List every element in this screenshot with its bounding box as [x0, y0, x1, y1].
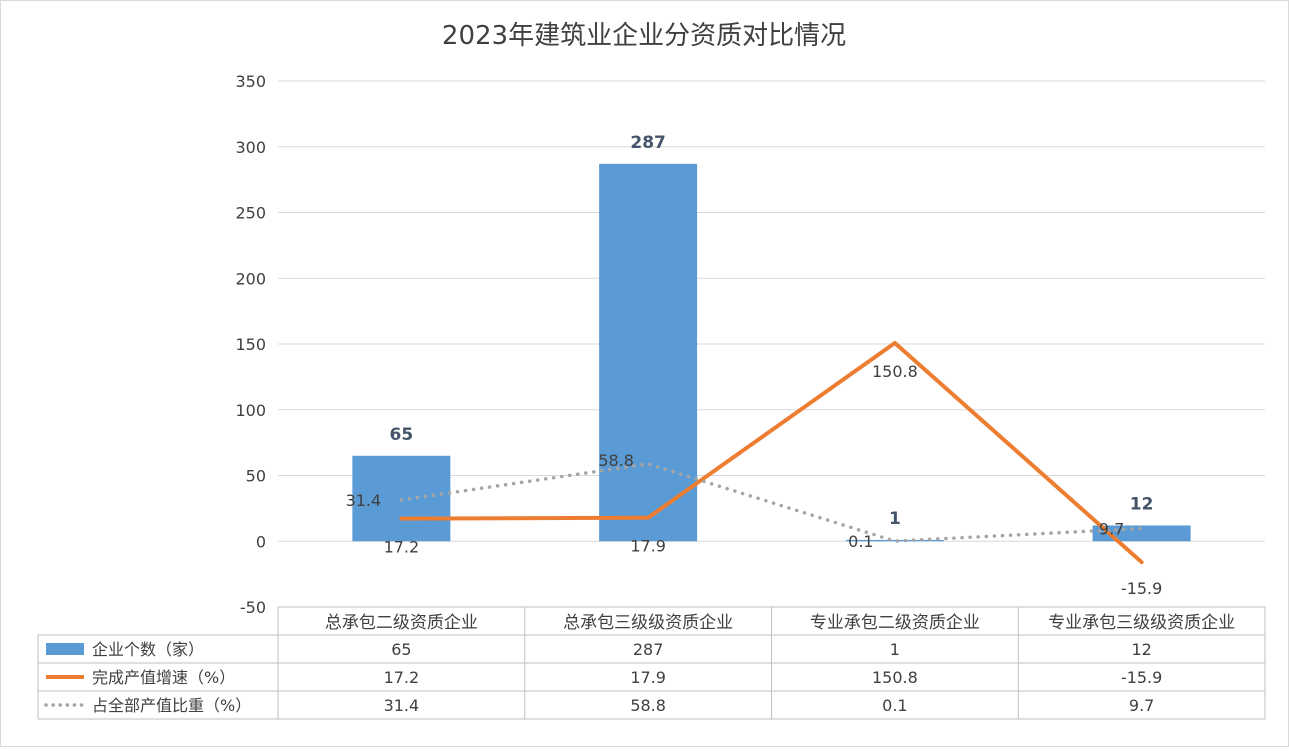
table-cell: 31.4 — [384, 696, 420, 715]
bar-data-label: 12 — [1130, 494, 1154, 514]
y-tick-label: -50 — [240, 598, 266, 617]
y-axis-ticks: -50 0 50 100 150 200 250 300 350 — [235, 72, 266, 617]
y-tick-label: 350 — [235, 72, 266, 91]
bar — [599, 163, 698, 542]
category-label: 总承包二级资质企业 — [325, 613, 478, 633]
table-cell: 150.8 — [872, 668, 918, 687]
bars — [352, 163, 1191, 542]
data-labels: 65 287 1 12 17.2 17.9 150.8 -15.9 31.4 58.8 0.1 9.7 — [346, 133, 1163, 598]
series-line — [399, 340, 1144, 565]
lines — [399, 340, 1144, 565]
category-label: 专业承包二级资质企业 — [810, 613, 980, 633]
table-cell: 9.7 — [1129, 696, 1154, 715]
legend-label: 占全部产值比重（%） — [92, 696, 251, 715]
y-tick-label: 50 — [246, 467, 266, 486]
bar-data-label: 287 — [630, 133, 666, 153]
y-tick-label: 300 — [235, 138, 266, 157]
bar-data-label: 65 — [390, 425, 414, 445]
bar — [845, 539, 944, 542]
line-data-label: 58.8 — [598, 451, 634, 470]
line-data-label: -15.9 — [1121, 579, 1162, 598]
line-data-label: 31.4 — [346, 491, 382, 510]
chart-title: 2023年建筑业企业分资质对比情况 — [442, 21, 846, 51]
y-tick-label: 200 — [235, 269, 266, 288]
table-cell: 1 — [890, 640, 900, 659]
table-cell: -15.9 — [1121, 668, 1162, 687]
table-cell: 17.2 — [384, 668, 420, 687]
line-data-label: 17.9 — [630, 537, 666, 556]
table-cell: 287 — [633, 640, 664, 659]
category-label: 专业承包三级级资质企业 — [1048, 613, 1235, 633]
y-tick-label: 150 — [235, 335, 266, 354]
legend-swatch-bar — [46, 643, 84, 655]
data-table: 总承包二级资质企业 总承包三级级资质企业 专业承包二级资质企业 专业承包三级级资质企业… — [37, 606, 1266, 720]
line-data-label: 150.8 — [872, 362, 918, 381]
y-tick-label: 250 — [235, 204, 266, 223]
line-data-label: 17.2 — [384, 538, 420, 557]
legend-label: 完成产值增速（%） — [92, 668, 235, 687]
table-cell: 65 — [391, 640, 411, 659]
bar-data-label: 1 — [889, 509, 901, 529]
line-data-label: 0.1 — [848, 532, 873, 551]
table-cell: 12 — [1131, 640, 1151, 659]
line-data-label: 9.7 — [1099, 519, 1124, 538]
y-tick-label: 0 — [256, 532, 266, 551]
table-cell: 58.8 — [630, 696, 666, 715]
category-label: 总承包三级级资质企业 — [563, 613, 733, 633]
legend-label: 企业个数（家） — [92, 640, 204, 659]
y-tick-label: 100 — [235, 401, 266, 420]
table-cell: 17.9 — [630, 668, 666, 687]
dotted-series-line — [399, 462, 1144, 543]
table-cell: 0.1 — [882, 696, 907, 715]
